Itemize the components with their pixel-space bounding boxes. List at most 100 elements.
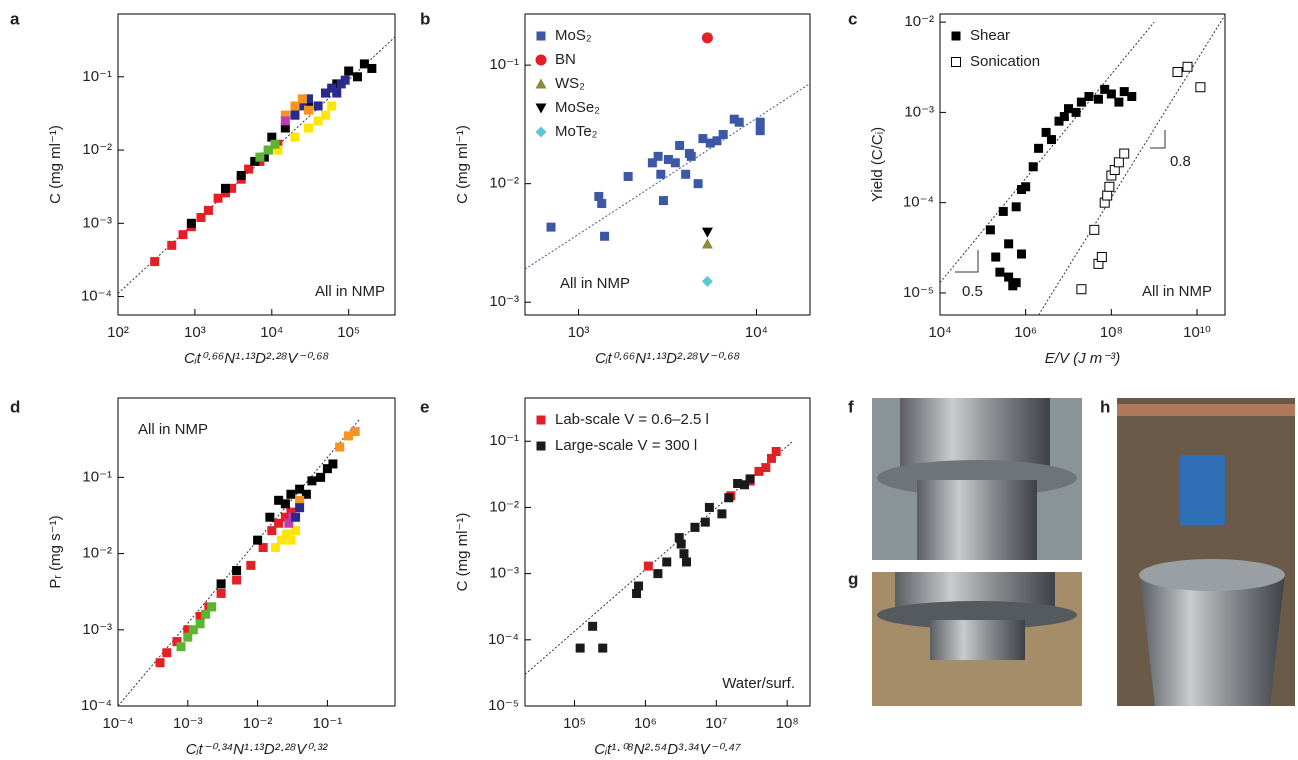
photo-detail bbox=[930, 620, 1025, 660]
point bbox=[701, 238, 713, 249]
point bbox=[1046, 135, 1056, 145]
point bbox=[280, 512, 290, 522]
point bbox=[755, 117, 765, 127]
point bbox=[658, 196, 668, 206]
point bbox=[1064, 104, 1074, 114]
point bbox=[172, 637, 182, 647]
point bbox=[647, 158, 657, 168]
point bbox=[594, 191, 604, 201]
point bbox=[700, 517, 710, 527]
point bbox=[232, 575, 242, 585]
slope-triangle bbox=[1150, 130, 1166, 149]
point bbox=[263, 145, 273, 155]
y-axis-title: C (mg ml⁻¹) bbox=[454, 513, 471, 592]
point bbox=[1034, 143, 1044, 153]
fit-line bbox=[1038, 14, 1226, 316]
point bbox=[674, 533, 684, 543]
point bbox=[632, 589, 642, 599]
point bbox=[1100, 84, 1110, 94]
legend-label: MoS₂ bbox=[555, 27, 592, 44]
point bbox=[1093, 94, 1103, 104]
panel-letter: h bbox=[1100, 397, 1110, 416]
point bbox=[724, 493, 734, 503]
point bbox=[195, 619, 205, 629]
point bbox=[290, 110, 300, 120]
point bbox=[712, 136, 722, 146]
point bbox=[1041, 127, 1051, 137]
y-tick-label: 10⁻⁴ bbox=[81, 697, 112, 714]
x-tick-label: 10¹⁰ bbox=[1183, 324, 1211, 341]
point bbox=[303, 94, 313, 104]
point bbox=[693, 179, 703, 189]
point bbox=[717, 509, 727, 519]
point bbox=[267, 132, 277, 142]
point bbox=[216, 588, 226, 598]
legend-marker bbox=[536, 31, 546, 41]
annotation: All in NMP bbox=[138, 421, 208, 438]
point bbox=[1182, 61, 1193, 72]
x-tick-label: 10⁻⁴ bbox=[102, 715, 133, 732]
point bbox=[1195, 82, 1206, 93]
point bbox=[729, 114, 739, 124]
point bbox=[327, 83, 337, 93]
point bbox=[350, 426, 360, 436]
legend-marker bbox=[535, 103, 547, 114]
point bbox=[600, 231, 610, 241]
panel-letter: d bbox=[10, 397, 20, 416]
point bbox=[653, 151, 663, 161]
y-axis-title: Yield (C/Cᵢ) bbox=[869, 127, 886, 202]
point bbox=[598, 643, 608, 653]
panel-letter: e bbox=[420, 397, 429, 416]
photo-detail bbox=[1117, 404, 1295, 416]
panel-letter: g bbox=[848, 569, 858, 588]
x-tick-label: 10⁵ bbox=[337, 324, 360, 341]
y-tick-label: 10⁻³ bbox=[82, 621, 112, 638]
point bbox=[328, 459, 338, 469]
point bbox=[1104, 181, 1115, 192]
legend-marker bbox=[536, 415, 546, 425]
point bbox=[1089, 224, 1100, 235]
point bbox=[1011, 278, 1021, 288]
point bbox=[623, 171, 633, 181]
photo-detail bbox=[1180, 455, 1225, 525]
point bbox=[546, 222, 556, 232]
point bbox=[321, 88, 331, 98]
point bbox=[265, 512, 275, 522]
point bbox=[282, 529, 292, 539]
point bbox=[150, 257, 160, 267]
point bbox=[221, 188, 231, 198]
point bbox=[183, 625, 193, 635]
y-tick-label: 10⁻³ bbox=[489, 293, 519, 310]
point bbox=[221, 183, 231, 193]
point bbox=[734, 117, 744, 127]
point bbox=[754, 466, 764, 476]
point bbox=[1084, 92, 1094, 102]
x-tick-label: 10³ bbox=[184, 324, 206, 341]
point bbox=[588, 621, 598, 631]
x-tick-label: 10⁻³ bbox=[173, 715, 203, 732]
point bbox=[985, 225, 995, 235]
point bbox=[332, 88, 342, 98]
y-tick-label: 10⁻¹ bbox=[489, 432, 519, 449]
fit-line bbox=[939, 21, 1155, 283]
y-tick-label: 10⁻² bbox=[82, 141, 112, 158]
point bbox=[1028, 162, 1038, 172]
point bbox=[771, 446, 781, 456]
point bbox=[274, 495, 284, 505]
point bbox=[232, 565, 242, 575]
photo-g bbox=[872, 572, 1082, 706]
point bbox=[286, 535, 296, 545]
point bbox=[255, 152, 265, 162]
x-tick-label: 10⁸ bbox=[1100, 324, 1123, 341]
point bbox=[1004, 239, 1014, 249]
panel-letter: c bbox=[848, 9, 857, 28]
point bbox=[670, 158, 680, 168]
point bbox=[575, 643, 585, 653]
point bbox=[178, 230, 188, 240]
plot-frame bbox=[117, 397, 396, 707]
annotation: Water/surf. bbox=[722, 675, 795, 692]
y-tick-label: 10⁻² bbox=[489, 175, 519, 192]
point bbox=[270, 543, 280, 553]
annotation: All in NMP bbox=[560, 275, 630, 292]
point bbox=[643, 561, 653, 571]
